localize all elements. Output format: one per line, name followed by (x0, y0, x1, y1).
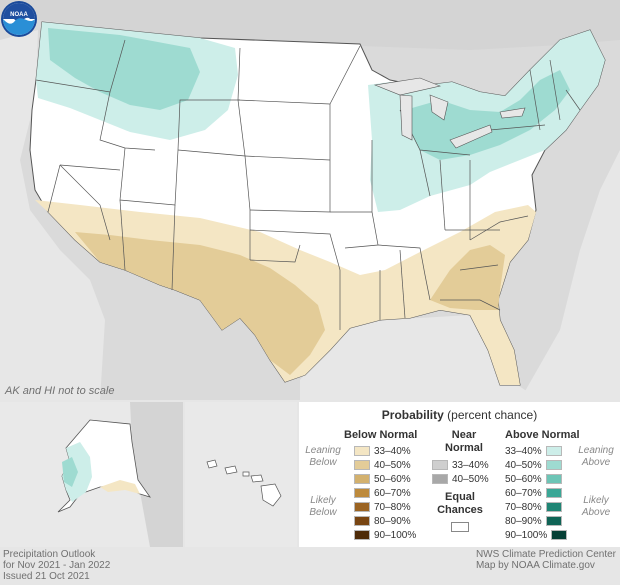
above-swatch (551, 530, 568, 540)
equal-chances-label: Equal Chances (437, 491, 483, 516)
footer-right: NWS Climate Prediction Center Map by NOA… (476, 549, 616, 571)
footer-outlook-title: Precipitation Outlook (3, 549, 96, 560)
above-swatch-row: 90–100% (505, 529, 568, 541)
footer-credit-cpc: NWS Climate Prediction Center (475, 549, 616, 560)
below-swatch-row: 40–50% (354, 459, 411, 471)
scale-note: AK and HI not to scale (5, 385, 115, 397)
below-normal-southwest-40-50 (75, 232, 325, 375)
above-swatch-row: 50–60% (505, 473, 562, 485)
above-swatch-row: 40–50% (505, 459, 562, 471)
legend-title: Probability (percent chance) (299, 408, 620, 422)
legend-title-bold: Probability (381, 408, 444, 422)
atlantic-ocean (520, 150, 620, 400)
below-swatch-label: 70–80% (374, 501, 411, 513)
above-swatch (545, 474, 562, 484)
below-swatch-label: 50–60% (374, 473, 411, 485)
above-swatch (545, 516, 562, 526)
hawaii-inset (185, 402, 297, 547)
footer-left: Precipitation Outlook for Nov 2021 - Jan… (3, 549, 110, 582)
below-swatch-row: 70–80% (354, 501, 411, 513)
footer-issued-date: Issued 21 Oct 2021 (3, 571, 90, 582)
below-normal-heading: Below Normal (344, 429, 418, 441)
above-swatch (545, 502, 562, 512)
leaning-above-label: Leaning Above (578, 445, 614, 468)
below-swatch (354, 516, 370, 526)
leaning-below-label: Leaning Below (305, 445, 341, 468)
hawaii-inset-svg (185, 402, 297, 547)
above-swatch-label: 80–90% (505, 515, 542, 527)
conus-map: AK and HI not to scale NOAA (0, 0, 620, 400)
above-swatch-row: 33–40% (505, 445, 562, 457)
conus-map-svg (0, 0, 620, 400)
gulf-of-mexico (300, 315, 540, 400)
above-swatch-label: 50–60% (505, 473, 542, 485)
below-swatch-label: 40–50% (374, 459, 411, 471)
below-swatch (354, 446, 370, 456)
near-swatch-row: 33–40% (432, 459, 489, 471)
above-swatch (545, 488, 562, 498)
below-swatch (354, 474, 370, 484)
above-normal-northwest-40-50 (48, 28, 200, 110)
likely-above-label: Likely Above (581, 495, 611, 518)
near-swatch (432, 474, 448, 484)
near-swatch-label: 33–40% (452, 459, 489, 471)
above-swatch-row: 70–80% (505, 501, 562, 513)
alaska-inset (0, 402, 183, 547)
footer: Precipitation Outlook for Nov 2021 - Jan… (0, 547, 620, 585)
footer-outlook-period: for Nov 2021 - Jan 2022 (3, 560, 111, 571)
above-swatch (545, 446, 562, 456)
likely-below-label: Likely Below (309, 495, 337, 518)
above-swatch-label: 33–40% (505, 445, 542, 457)
hawaii-islands (206, 459, 282, 507)
above-normal-heading: Above Normal (505, 429, 580, 441)
above-swatch-label: 60–70% (505, 487, 542, 499)
below-swatch-row: 90–100% (354, 529, 416, 541)
near-normal-heading: Near Normal (445, 429, 483, 454)
below-swatch (354, 488, 370, 498)
state-borders (35, 39, 581, 330)
above-swatch-row: 60–70% (505, 487, 562, 499)
below-swatch (354, 530, 370, 540)
below-swatch-row: 80–90% (354, 515, 411, 527)
noaa-logo: NOAA (1, 1, 37, 37)
great-lakes (373, 77, 526, 149)
footer-credit-map: Map by NOAA Climate.gov (475, 560, 595, 571)
legend-title-rest: (percent chance) (447, 408, 538, 422)
below-swatch (354, 502, 370, 512)
above-swatch-label: 90–100% (505, 529, 548, 541)
near-swatch-label: 40–50% (452, 473, 489, 485)
above-swatch (545, 460, 562, 470)
below-swatch-row: 33–40% (354, 445, 411, 457)
above-normal-great-lakes-40-50 (405, 70, 570, 160)
pacific-ocean (0, 30, 105, 400)
near-swatch-row: 40–50% (432, 473, 489, 485)
equal-chances-swatch (451, 522, 469, 532)
ak-above-40-50 (62, 457, 78, 487)
below-swatch-row: 50–60% (354, 473, 411, 485)
svg-text:NOAA: NOAA (10, 12, 28, 18)
above-swatch-row: 80–90% (505, 515, 562, 527)
below-swatch-label: 60–70% (374, 487, 411, 499)
alaska-inset-svg (0, 402, 183, 547)
below-normal-southeast-40-50 (430, 245, 505, 310)
above-swatch-label: 40–50% (505, 459, 542, 471)
legend: Probability (percent chance) Below Norma… (299, 402, 620, 547)
above-swatch-label: 70–80% (505, 501, 542, 513)
ak-below-33-40 (100, 480, 140, 494)
below-swatch-label: 33–40% (374, 445, 411, 457)
below-swatch-label: 90–100% (374, 529, 417, 541)
near-swatch (432, 460, 448, 470)
below-swatch-row: 60–70% (354, 487, 411, 499)
canada-land-ak (130, 402, 183, 547)
below-swatch-label: 80–90% (374, 515, 411, 527)
below-swatch (354, 460, 370, 470)
canada-land (0, 0, 620, 50)
